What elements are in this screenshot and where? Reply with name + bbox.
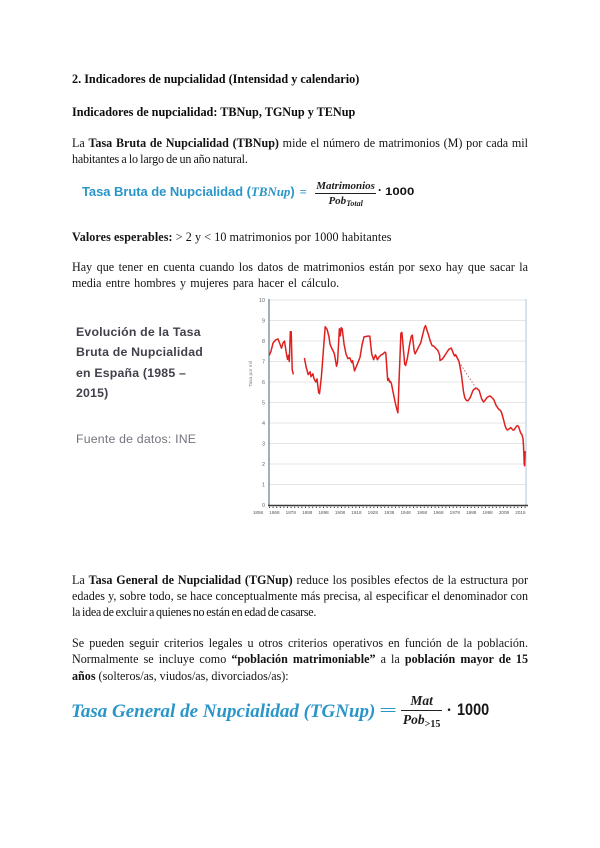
svg-text:4: 4 [262, 421, 265, 427]
svg-text:1888: 1888 [302, 510, 313, 515]
svg-text:3: 3 [262, 442, 265, 448]
svg-text:1868: 1868 [269, 510, 280, 515]
svg-text:1948: 1948 [400, 510, 411, 515]
svg-text:1968: 1968 [433, 510, 444, 515]
svg-text:2008: 2008 [499, 510, 510, 515]
svg-text:10: 10 [259, 298, 265, 304]
svg-text:5: 5 [262, 401, 265, 407]
svg-text:1918: 1918 [351, 510, 362, 515]
svg-text:9: 9 [262, 319, 265, 325]
svg-text:7: 7 [262, 360, 265, 366]
svg-text:1988: 1988 [466, 510, 477, 515]
svg-text:1858: 1858 [253, 510, 264, 515]
svg-text:1958: 1958 [417, 510, 428, 515]
svg-text:Tasa por mil: Tasa por mil [248, 361, 254, 387]
svg-text:1908: 1908 [335, 510, 346, 515]
svg-text:1878: 1878 [286, 510, 297, 515]
svg-text:8: 8 [262, 339, 265, 345]
svg-text:1938: 1938 [384, 510, 395, 515]
svg-text:0: 0 [262, 503, 265, 509]
svg-text:1928: 1928 [368, 510, 379, 515]
svg-text:1998: 1998 [482, 510, 493, 515]
svg-text:1978: 1978 [450, 510, 461, 515]
svg-text:6: 6 [262, 380, 265, 386]
svg-text:1898: 1898 [318, 510, 329, 515]
svg-text:1: 1 [262, 483, 265, 489]
svg-text:2015: 2015 [515, 510, 526, 515]
svg-text:2: 2 [262, 462, 265, 468]
